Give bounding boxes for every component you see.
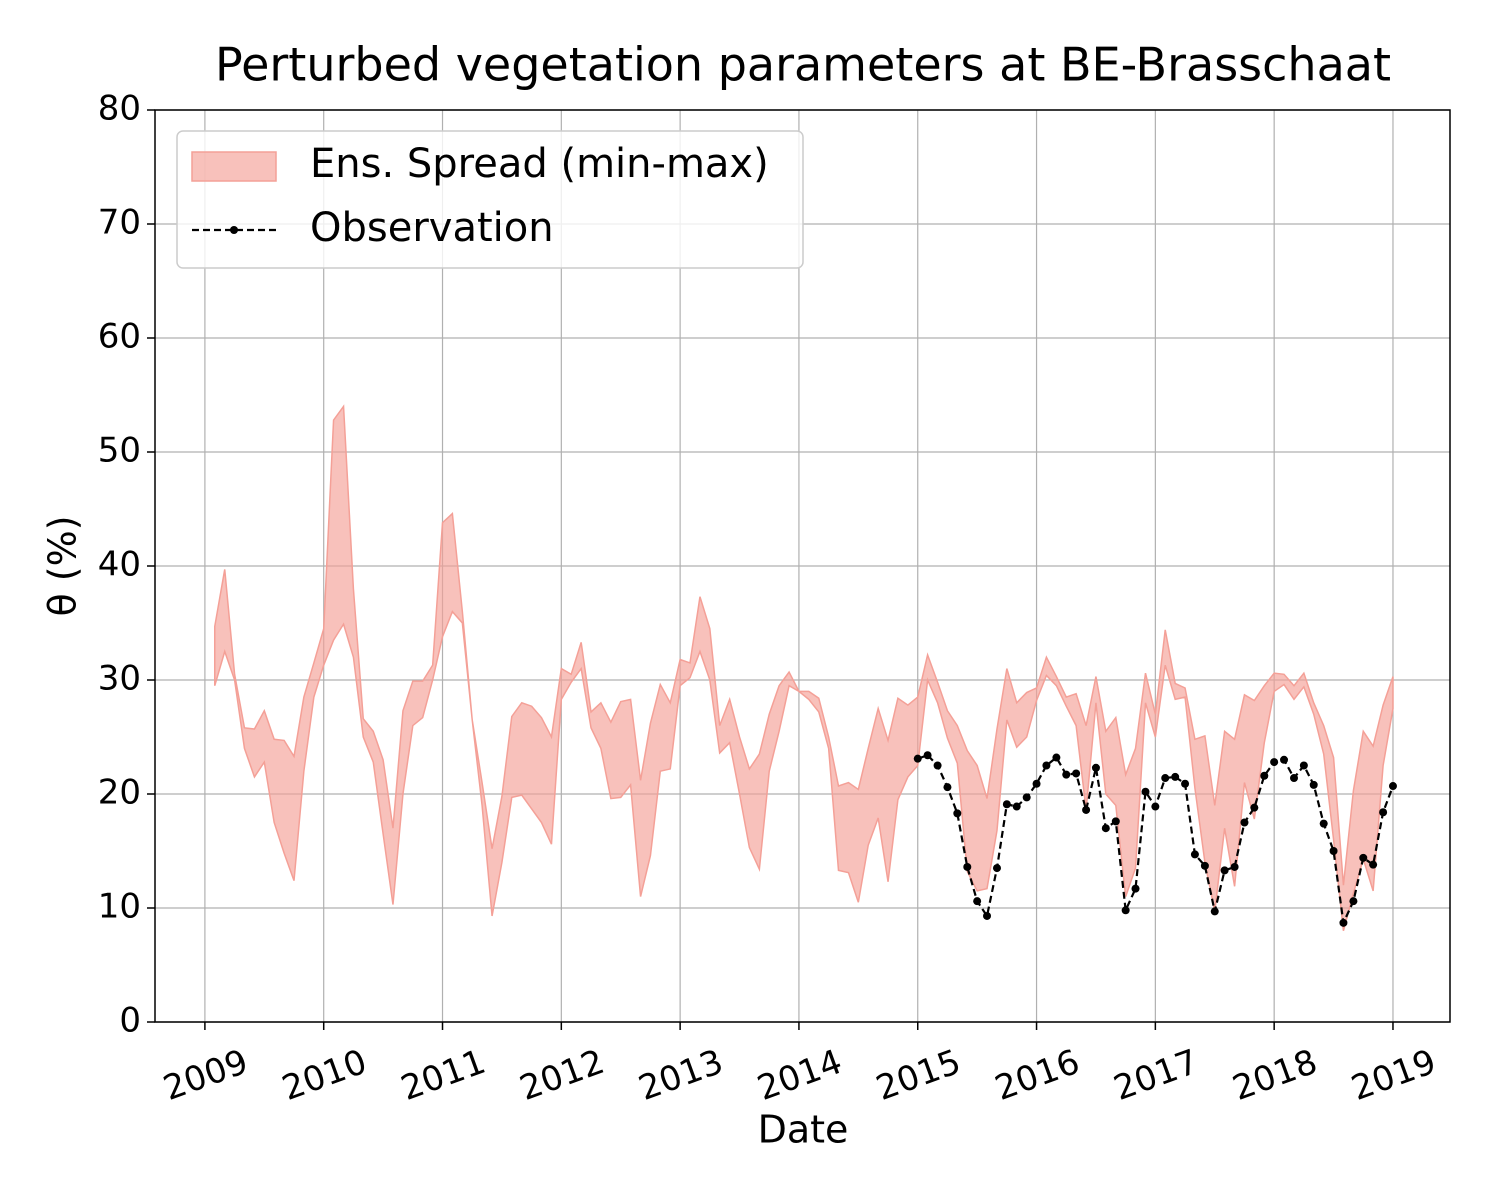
- observation-point: [1151, 802, 1160, 811]
- observation-point: [1131, 884, 1140, 893]
- observation-point: [1190, 850, 1199, 859]
- legend-box: [176, 130, 804, 269]
- y-tick-label: 80: [98, 89, 141, 129]
- legend: Ens. Spread (min-max) Observation: [176, 130, 804, 269]
- observation-point: [983, 911, 992, 920]
- observation-point: [1062, 770, 1071, 779]
- observation-point: [1230, 862, 1239, 871]
- observation-point: [1379, 808, 1388, 817]
- legend-marker: [230, 226, 238, 234]
- observation-point: [992, 864, 1001, 873]
- observation-point: [973, 897, 982, 906]
- observation-point: [1012, 802, 1021, 811]
- legend-label: Ens. Spread (min-max): [310, 141, 769, 187]
- y-tick-label: 70: [98, 203, 141, 243]
- observation-point: [1022, 793, 1031, 802]
- observation-point: [1072, 769, 1081, 778]
- observation-point: [1339, 918, 1348, 927]
- observation-point: [1082, 805, 1091, 814]
- observation-point: [1141, 787, 1150, 796]
- observation-point: [1280, 755, 1289, 764]
- legend-swatch: [191, 151, 277, 182]
- observation-point: [1240, 818, 1249, 827]
- observation-point: [1121, 906, 1130, 915]
- observation-point: [1309, 780, 1318, 789]
- observation-point: [933, 761, 942, 770]
- observation-point: [1299, 761, 1308, 770]
- observation-point: [1181, 779, 1190, 788]
- plot-area: [214, 404, 1397, 931]
- y-tick-label: 0: [119, 1001, 141, 1041]
- observation-point: [1260, 771, 1269, 780]
- observation-point: [1329, 847, 1338, 855]
- observation-point: [1250, 803, 1259, 812]
- y-tick-label: 50: [98, 431, 141, 471]
- observation-point: [1032, 779, 1041, 788]
- observation-point: [1042, 761, 1051, 770]
- legend-label: Observation: [310, 205, 554, 251]
- observation-point: [1349, 897, 1358, 906]
- observation-point: [1200, 861, 1209, 870]
- observation-point: [1270, 758, 1279, 767]
- observation-point: [913, 754, 922, 763]
- observation-point: [1290, 774, 1299, 783]
- x-axis-label: Date: [758, 1108, 849, 1152]
- observation-point: [943, 783, 952, 792]
- chart-title: Perturbed vegetation parameters at BE-Br…: [215, 38, 1391, 92]
- observation-point: [1101, 824, 1110, 833]
- observation-point: [1111, 817, 1120, 826]
- observation-point: [1091, 763, 1100, 772]
- y-axis-label: θ (%): [41, 515, 85, 616]
- observation-point: [1388, 782, 1397, 791]
- observation-point: [1319, 819, 1328, 828]
- observation-point: [1359, 853, 1368, 862]
- observation-point: [1002, 800, 1011, 809]
- y-tick-label: 20: [98, 773, 141, 813]
- observation-point: [1161, 774, 1170, 783]
- observation-point: [963, 862, 972, 871]
- observation-point: [923, 751, 932, 760]
- y-tick-label: 40: [98, 545, 141, 585]
- observation-point: [953, 809, 962, 818]
- y-tick-label: 30: [98, 659, 141, 699]
- y-tick-label: 10: [98, 887, 141, 927]
- spread-band: [214, 404, 1394, 931]
- y-tick-label: 60: [98, 317, 141, 357]
- observation-point: [1171, 772, 1180, 781]
- observation-point: [1220, 866, 1229, 875]
- observation-point: [1210, 907, 1219, 916]
- observation-point: [1052, 753, 1061, 762]
- observation-point: [1369, 860, 1378, 869]
